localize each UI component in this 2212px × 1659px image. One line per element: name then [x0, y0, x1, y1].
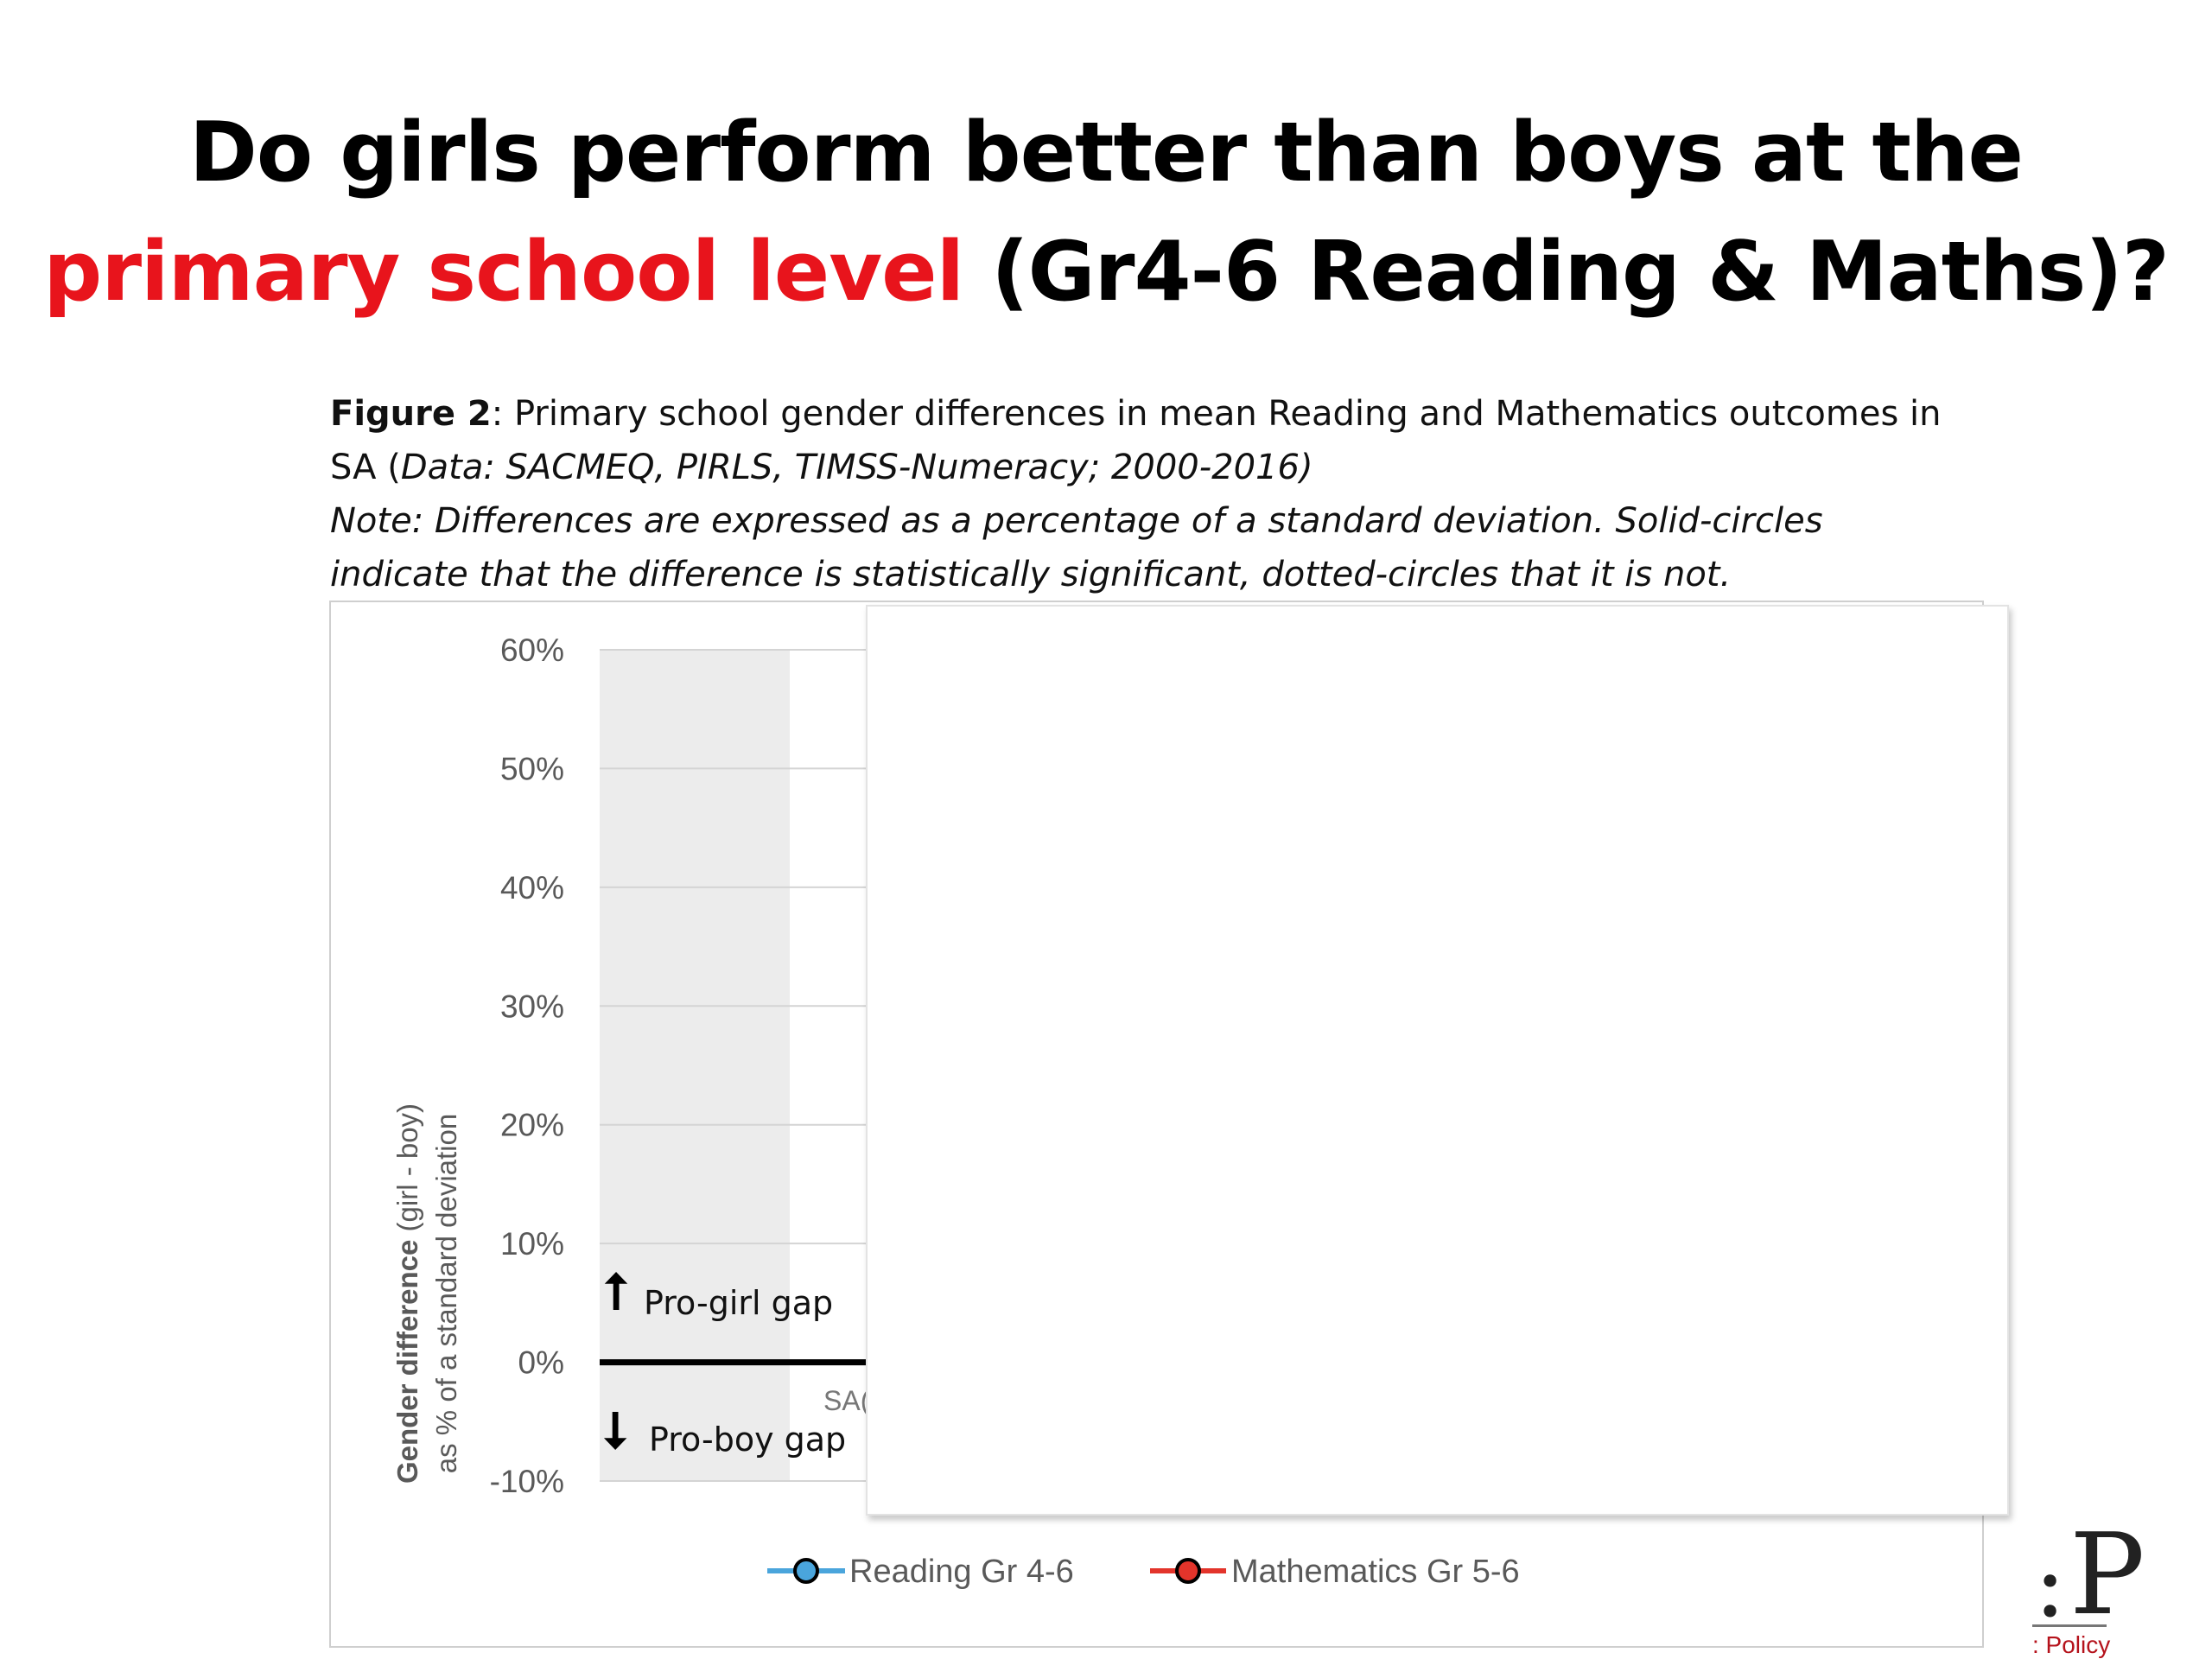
y-tick-label: 0%: [518, 1345, 564, 1381]
legend: Reading Gr 4-6 Mathematics Gr 5-6: [767, 1554, 1520, 1590]
pro-girl-gap-label: Pro-girl gap: [644, 1284, 833, 1322]
chart-svg: 60% 50% 40% 30% 20% 10% 0% -10% Gender differen…: [391, 632, 1520, 1590]
y-tick-labels: 60% 50% 40% 30% 20% 10% 0% -10%: [490, 632, 564, 1499]
caption-text1: : Primary school gender differences in m…: [491, 394, 1942, 434]
up-arrow-icon: ⭡: [604, 1262, 628, 1321]
slide-title-rest: (Gr4-6 Reading & Maths)?: [963, 225, 2170, 320]
logo-word: : Policy: [2032, 1631, 2111, 1658]
figure-caption: Figure 2: Primary school gender differen…: [330, 387, 2058, 601]
x-category-label-fragment: SA(: [823, 1385, 870, 1416]
y-tick-label: 40%: [500, 870, 564, 906]
logo-colon: :: [2034, 1528, 2067, 1638]
pro-boy-gap-label: Pro-boy gap: [649, 1421, 846, 1459]
slide-title-accent: primary school level: [43, 225, 964, 320]
logo-letter: P: [2069, 1509, 2145, 1640]
caption-line1: Figure 2: Primary school gender differen…: [330, 387, 2058, 441]
figure-label: Figure 2: [330, 394, 492, 434]
plot-area-background: [600, 650, 790, 1481]
caption-note-line1: Note: Differences are expressed as a per…: [330, 501, 1823, 541]
slide-title: Do girls perform better than boys at the…: [0, 93, 2212, 332]
y-axis-title-line2: as % of a standard deviation: [430, 1114, 462, 1473]
caption-note-line2: indicate that the difference is statisti…: [330, 555, 1732, 594]
y-tick-label: 50%: [500, 751, 564, 786]
y-tick-label: 30%: [500, 988, 564, 1024]
y-tick-label: 20%: [500, 1108, 564, 1143]
legend-reading-label: Reading Gr 4-6: [849, 1554, 1074, 1590]
y-axis-title-line1: Gender difference (girl - boy): [391, 1103, 423, 1484]
legend-maths-label: Mathematics Gr 5-6: [1231, 1554, 1520, 1590]
logo-rule: [2032, 1624, 2107, 1627]
caption-text2-prefix: SA (: [330, 448, 401, 487]
overlay-panel: [866, 605, 2009, 1516]
caption-line2: SA (Data: SACMEQ, PIRLS, TIMSS-Numeracy;…: [330, 441, 2058, 494]
legend-reading-marker: [793, 1558, 819, 1584]
slide-title-line2: primary school level (Gr4-6 Reading & Ma…: [0, 213, 2212, 332]
y-tick-label: 60%: [500, 632, 564, 668]
down-arrow-icon: ⭣: [603, 1401, 627, 1459]
y-tick-label: 10%: [500, 1226, 564, 1262]
caption-data-source: Data: SACMEQ, PIRLS, TIMSS-Numeracy; 200…: [400, 448, 1313, 487]
slide-title-line1: Do girls perform better than boys at the: [189, 105, 2024, 200]
y-tick-label: -10%: [490, 1464, 564, 1499]
legend-maths-marker: [1175, 1558, 1201, 1584]
